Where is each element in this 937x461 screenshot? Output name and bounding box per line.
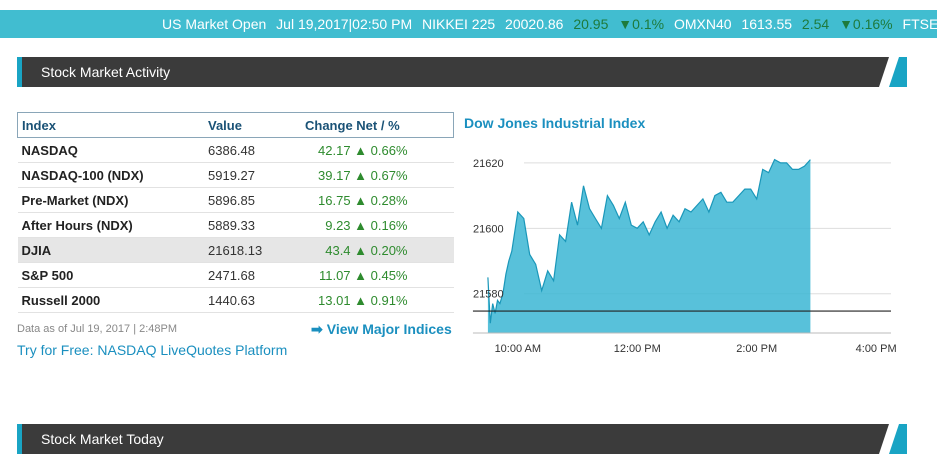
index-name[interactable]: NASDAQ [17,137,204,163]
section-header-stock-market-today: Stock Market Today [17,424,907,454]
index-name[interactable]: NASDAQ-100 (NDX) [17,162,204,188]
arrow-right-icon: ➡ [311,321,323,337]
section-header-stock-market-activity: Stock Market Activity [17,57,907,87]
index-name[interactable]: Russell 2000 [17,287,204,313]
table-row[interactable]: S&P 500 2471.68 11.07 ▲ 0.45% [17,262,454,288]
price-area [487,159,811,333]
index-value: 5919.27 [204,162,301,188]
index-value: 5889.33 [204,212,301,238]
ticker-item-value: 20020.86 [505,16,564,32]
section-title: Stock Market Activity [41,64,171,80]
index-value: 21618.13 [204,237,301,263]
table-header-row: Index Value Change Net / % [17,112,454,138]
index-name[interactable]: Pre-Market (NDX) [17,187,204,213]
column-header-change[interactable]: Change Net / % [301,112,454,138]
market-datetime: Jul 19,2017|02:50 PM [276,16,413,32]
index-change: 39.17 ▲ 0.67% [301,162,454,188]
try-free-link[interactable]: Try for Free: NASDAQ LiveQuotes Platform [17,342,288,358]
index-change: 16.75 ▲ 0.28% [301,187,454,213]
table-row[interactable]: NASDAQ-100 (NDX) 5919.27 39.17 ▲ 0.67% [17,162,454,188]
ticker-item-pct: ▼0.16% [839,16,893,32]
table-row[interactable]: NASDAQ 6386.48 42.17 ▲ 0.66% [17,137,454,163]
section-header-stripe [17,57,22,87]
ticker-item-change: 2.54 [801,16,830,32]
section-header-bar [17,57,889,87]
x-tick-label: 10:00 AM [495,343,541,355]
section-header-bar [17,424,889,454]
ticker-item-pct: ▼0.1% [618,16,665,32]
index-name[interactable]: S&P 500 [17,262,204,288]
x-tick-label: 2:00 PM [736,343,777,355]
section-header-accent [889,57,907,87]
section-header-stripe [17,424,22,454]
y-tick-label: 21600 [473,223,504,235]
index-value: 5896.85 [204,187,301,213]
table-row[interactable]: Pre-Market (NDX) 5896.85 16.75 ▲ 0.28% [17,187,454,213]
y-tick-label: 21580 [473,289,504,301]
ticker-item-name: OMXN40 [673,16,732,32]
index-name[interactable]: After Hours (NDX) [17,212,204,238]
column-header-index[interactable]: Index [17,112,204,138]
x-axis-ticks: 10:00 AM 12:00 PM 2:00 PM 4:00 PM [495,343,897,355]
ticker-item-change: 20.95 [573,16,609,32]
index-name[interactable]: DJIA [17,237,204,263]
section-title: Stock Market Today [41,431,164,447]
table-row[interactable]: After Hours (NDX) 5889.33 9.23 ▲ 0.16% [17,212,454,238]
index-change: 42.17 ▲ 0.66% [301,137,454,163]
chart-title: Dow Jones Industrial Index [464,115,646,131]
x-tick-label: 12:00 PM [614,343,661,355]
index-change: 13.01 ▲ 0.91% [301,287,454,313]
index-change: 9.23 ▲ 0.16% [301,212,454,238]
section-header-accent [889,424,907,454]
y-axis-ticks: 21620 21600 21580 [473,158,504,301]
ticker-item-name: NIKKEI 225 [422,16,496,32]
index-table: Index Value Change Net / % NASDAQ 6386.4… [17,112,454,313]
x-tick-label: 4:00 PM [856,343,897,355]
view-major-indices-label: View Major Indices [326,321,452,337]
dow-jones-chart[interactable]: 21620 21600 21580 10:00 AM 12:00 PM 2:00 PM 4… [456,140,906,370]
ticker-item-value: 1613.55 [741,16,793,32]
table-row[interactable]: Russell 2000 1440.63 13.01 ▲ 0.91% [17,287,454,313]
column-header-value[interactable]: Value [204,112,301,138]
ticker-item-name: FTSE100 [902,16,937,32]
index-value: 2471.68 [204,262,301,288]
view-major-indices-link[interactable]: ➡ View Major Indices [311,321,452,338]
index-change: 43.4 ▲ 0.20% [301,237,454,263]
market-ticker: US Market Open Jul 19,2017|02:50 PM NIKK… [0,10,937,38]
data-timestamp: Data as of Jul 19, 2017 | 2:48PM [17,323,178,335]
index-value: 6386.48 [204,137,301,163]
market-status: US Market Open [162,16,267,32]
y-tick-label: 21620 [473,158,504,170]
price-line [487,158,811,324]
index-change: 11.07 ▲ 0.45% [301,262,454,288]
table-row-selected[interactable]: DJIA 21618.13 43.4 ▲ 0.20% [17,237,454,263]
index-value: 1440.63 [204,287,301,313]
